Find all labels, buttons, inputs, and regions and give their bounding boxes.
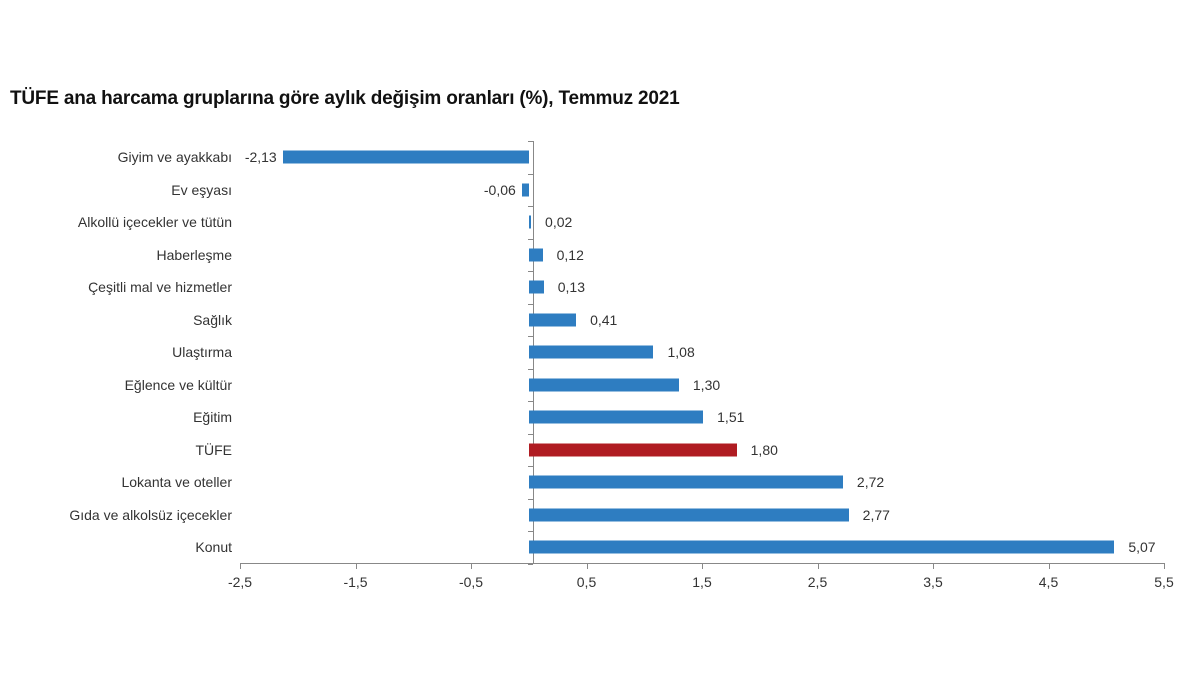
category-label: Çeşitli mal ve hizmetler [88,279,232,296]
x-axis-tick [586,563,588,569]
x-tick-label: 4,5 [1038,574,1059,590]
x-tick-label: 0,5 [576,574,597,590]
x-axis-tick [933,563,934,569]
value-label: 0,13 [557,279,585,296]
category-label: Haberleşme [156,246,232,263]
category-label: Konut [195,539,232,556]
bar [528,313,577,327]
category-label: Lokanta ve oteller [121,474,232,491]
y-axis-tick [528,401,533,402]
category-label: Sağlık [193,311,232,328]
bar [528,248,543,262]
y-axis-tick [528,141,533,142]
category-label: Eğlence ve kültür [124,376,232,393]
x-axis-tick [1164,563,1165,569]
category-label: Ev eşyası [171,181,232,198]
x-tick-label: -0,5 [458,574,484,590]
category-label: Giyim ve ayakkabı [117,149,232,166]
bar [528,508,849,522]
bar [528,215,532,229]
y-axis-tick [528,336,533,337]
category-label: Eğitim [193,409,232,426]
value-label: 1,51 [717,409,745,426]
x-tick-label: -2,5 [227,574,253,590]
value-label: 2,72 [856,474,885,491]
bar [528,410,704,424]
y-axis-tick [528,303,533,305]
category-label: Ulaştırma [172,344,232,361]
x-axis-tick [1048,563,1050,569]
x-axis-tick [471,563,472,569]
bar [282,150,529,164]
value-label: 5,07 [1128,539,1156,556]
value-label: 1,08 [667,344,695,361]
x-tick-label: 2,5 [807,574,828,590]
y-axis-tick [528,238,533,240]
x-tick-label: 3,5 [923,574,943,590]
y-axis-tick [528,271,533,272]
y-axis-tick [528,531,533,532]
value-label: 1,30 [692,376,721,393]
category-label: Gıda ve alkolsüz içecekler [69,506,232,523]
x-axis-tick [702,563,703,569]
y-axis-tick [528,368,533,370]
bar-highlight [528,443,737,457]
value-label: 0,41 [590,311,618,328]
bar [528,540,1115,554]
value-label: 2,77 [862,506,890,523]
bar [528,280,544,294]
y-axis-tick [528,433,533,435]
x-axis-tick [240,563,241,569]
bar [521,183,529,197]
x-tick-label: 5,5 [1154,574,1174,590]
y-axis-tick [528,466,533,467]
x-tick-label: 1,5 [692,574,712,590]
y-axis-tick [528,173,533,175]
category-label: TÜFE [195,441,232,458]
y-axis-tick [528,563,533,565]
chart-title: TÜFE ana harcama gruplarına göre aylık d… [10,88,680,109]
bar [528,378,679,392]
x-axis-tick [817,563,819,569]
y-axis-tick [528,498,533,500]
value-label: 0,12 [556,246,584,263]
value-label: -0,06 [483,181,516,198]
bar [528,345,654,359]
value-label: -2,13 [244,149,277,166]
bar [528,475,843,489]
category-label: Alkollü içecekler ve tütün [77,214,232,231]
y-axis-tick [528,206,533,207]
value-label: 0,02 [545,214,573,231]
x-tick-label: -1,5 [343,574,368,590]
x-axis-tick [355,563,357,569]
value-label: 1,80 [750,441,778,458]
